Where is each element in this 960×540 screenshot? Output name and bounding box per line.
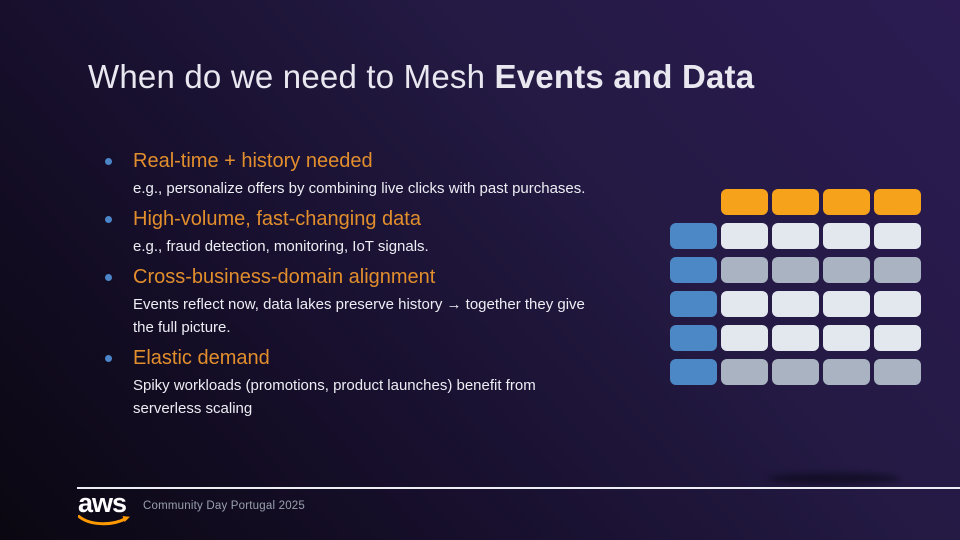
bullet-item-1: Real-time + history needed e.g., personal… [105, 148, 665, 200]
grid-cell-mid [772, 359, 819, 385]
grid-cell-mid [823, 257, 870, 283]
grid-cell-light [772, 291, 819, 317]
grid-cell-light [772, 325, 819, 351]
bullet-item-3: Cross-business-domain alignment Events re… [105, 264, 665, 339]
grid-cell-mid [721, 359, 768, 385]
grid-cell-blue [670, 223, 717, 249]
grid-cell-mid [874, 257, 921, 283]
grid-cell-orange [721, 189, 768, 215]
title-regular-part: When do we need to Mesh [88, 58, 495, 95]
bullet-item-2: High-volume, fast-changing data e.g., fra… [105, 206, 665, 258]
grid-cell-light [874, 223, 921, 249]
grid-cell-blue [670, 359, 717, 385]
grid-cell-light [874, 325, 921, 351]
bullet-list: Real-time + history needed e.g., personal… [105, 148, 665, 426]
bullet-heading: Elastic demand [133, 347, 270, 369]
grid-shadow [768, 473, 900, 484]
aws-smile-icon [78, 515, 130, 526]
grid-cell-blue [670, 325, 717, 351]
bullet-dot-icon [105, 355, 112, 362]
footer-event-label: Community Day Portugal 2025 [143, 500, 306, 512]
aws-logo-text: aws [78, 488, 127, 518]
grid-cell-blue [670, 257, 717, 283]
grid-cell-light [721, 291, 768, 317]
bullet-item-4: Elastic demand Spiky workloads (promotion… [105, 345, 665, 420]
grid-cell-mid [772, 257, 819, 283]
grid-cell-light [721, 223, 768, 249]
bullet-body: Spiky workloads (promotions, product lau… [133, 377, 536, 417]
grid-cell-light [874, 291, 921, 317]
bullet-dot-icon [105, 158, 112, 165]
footer-divider [77, 487, 960, 489]
grid-cell-orange [823, 189, 870, 215]
bullet-dot-icon [105, 274, 112, 281]
event-data-grid-graphic [670, 189, 921, 385]
grid-cell-orange [874, 189, 921, 215]
grid-cell-light [772, 223, 819, 249]
grid-cell-mid [874, 359, 921, 385]
grid-cell-light [823, 325, 870, 351]
bullet-heading: Real-time + history needed [133, 150, 373, 172]
title-bold-part: Events and Data [494, 58, 755, 95]
page-title: When do we need to Mesh Events and Data [88, 58, 754, 96]
bullet-body: Events reflect now, data lakes preserve … [133, 296, 585, 336]
grid-cell-light [823, 291, 870, 317]
grid-cell-orange [772, 189, 819, 215]
grid-cell-light [721, 325, 768, 351]
bullet-dot-icon [105, 216, 112, 223]
bullet-body: e.g., personalize offers by combining li… [133, 180, 586, 197]
grid-cell-light [823, 223, 870, 249]
grid-cell-empty [670, 189, 717, 215]
bullet-body: e.g., fraud detection, monitoring, IoT s… [133, 238, 429, 255]
grid-cell-blue [670, 291, 717, 317]
aws-logo: aws [78, 488, 132, 526]
grid-cell-mid [823, 359, 870, 385]
bullet-heading: High-volume, fast-changing data [133, 208, 421, 230]
grid-cell-mid [721, 257, 768, 283]
bullet-heading: Cross-business-domain alignment [133, 266, 436, 288]
